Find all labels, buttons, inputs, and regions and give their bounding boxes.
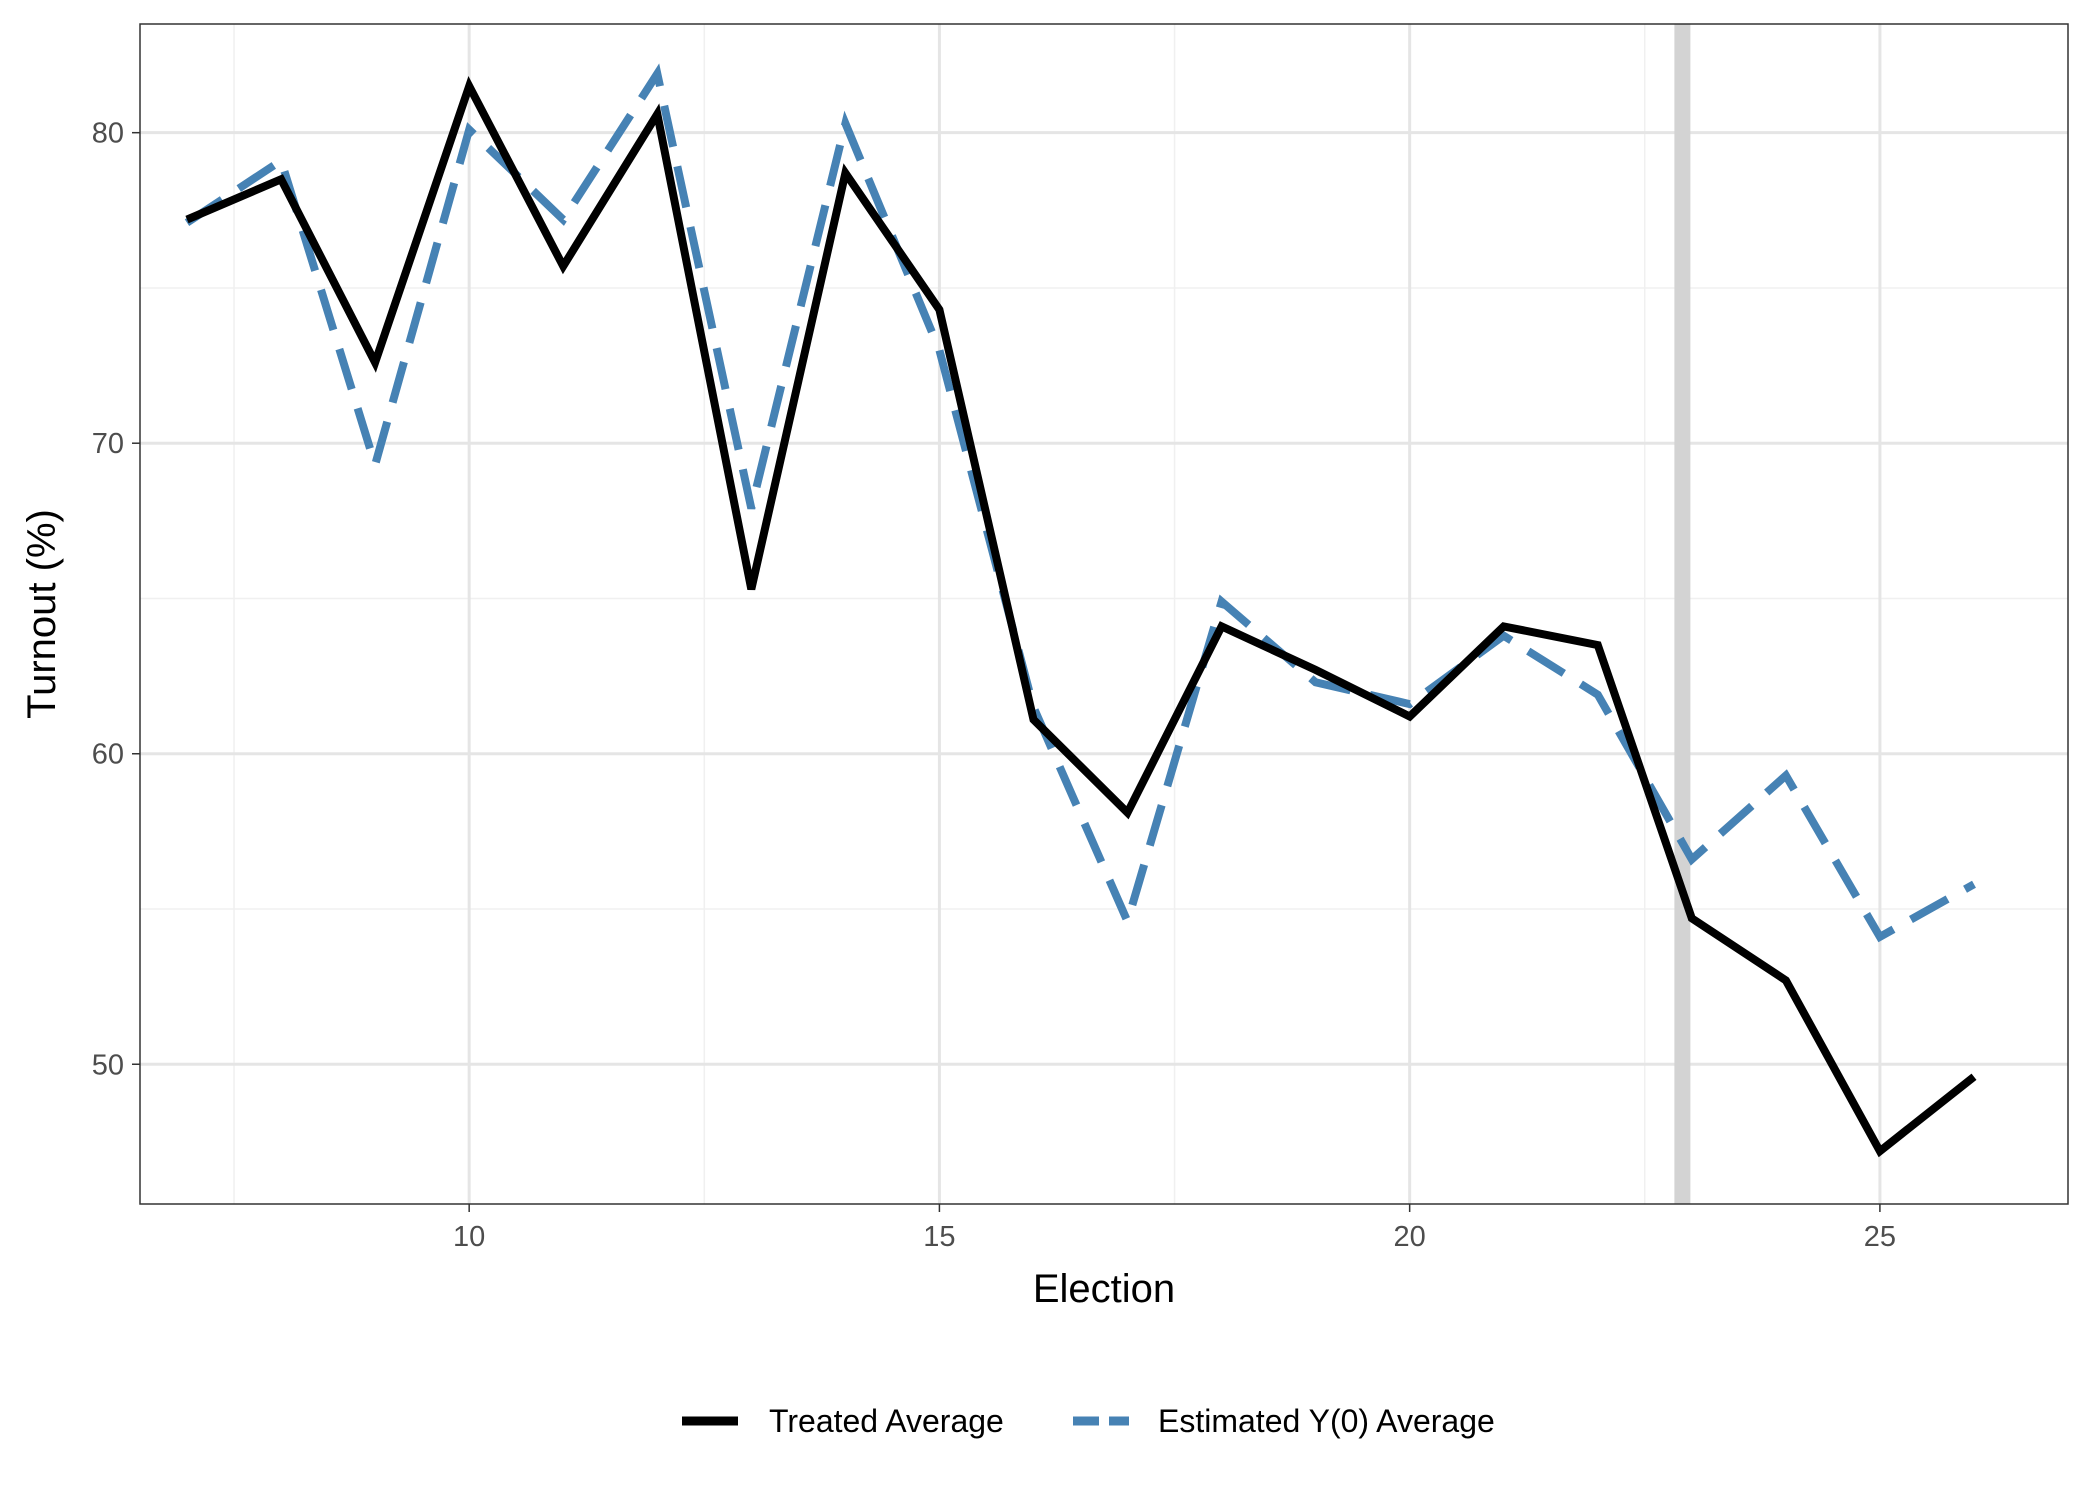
- legend-item-treated: Treated Average: [682, 1403, 1004, 1439]
- legend: Treated Average Estimated Y(0) Average: [682, 1403, 1495, 1439]
- y-tick-label: 50: [92, 1049, 124, 1081]
- x-tick-label: 25: [1864, 1221, 1896, 1253]
- minor-gridlines: [140, 24, 2068, 1204]
- x-tick-label: 20: [1394, 1221, 1426, 1253]
- x-axis-ticks: 10 15 20 25: [453, 1204, 1896, 1253]
- x-tick-label: 15: [923, 1221, 955, 1253]
- x-tick-label: 10: [453, 1221, 485, 1253]
- plot-background: [140, 24, 2068, 1204]
- y-axis-ticks: 50 60 70 80: [92, 118, 140, 1081]
- series-line-treated: [185, 75, 1977, 1158]
- y-tick-label: 70: [92, 428, 124, 460]
- legend-label-treated: Treated Average: [769, 1403, 1004, 1439]
- y-axis-title: Turnout (%): [20, 509, 64, 719]
- legend-item-estimated: Estimated Y(0) Average: [1073, 1403, 1495, 1439]
- legend-label-estimated: Estimated Y(0) Average: [1158, 1403, 1495, 1439]
- y-tick-label: 80: [92, 118, 124, 150]
- x-axis-title: Election: [1033, 1267, 1175, 1311]
- y-tick-label: 60: [92, 739, 124, 771]
- plot-border: [139, 23, 2069, 1205]
- series-layer: [184, 63, 1977, 1158]
- major-gridlines: [140, 24, 2068, 1204]
